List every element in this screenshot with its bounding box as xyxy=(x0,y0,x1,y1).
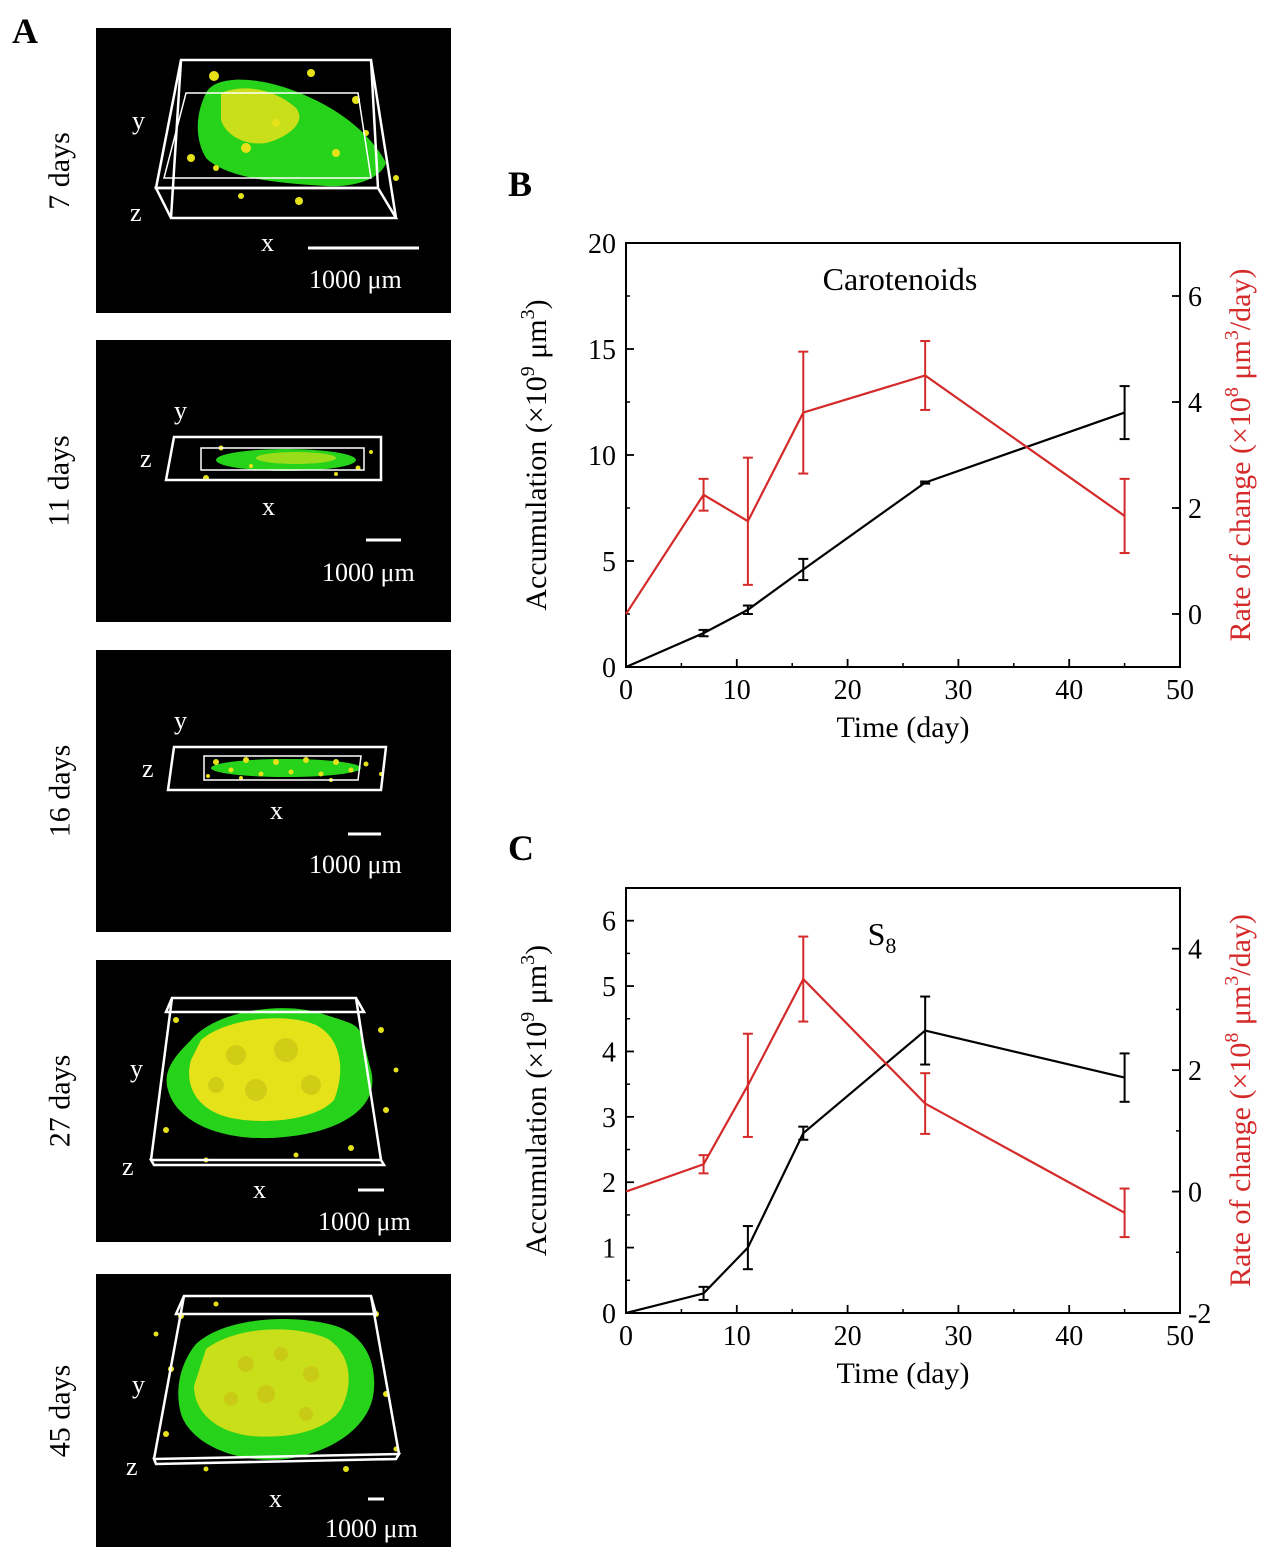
axis-x-label: x xyxy=(253,1175,266,1204)
y-left-tick-label: 3 xyxy=(602,1103,616,1134)
series-line xyxy=(625,411,1125,669)
y-right-tick-label: 0 xyxy=(1188,1178,1202,1209)
y-left-tick-label: 2 xyxy=(602,1168,616,1199)
y-right-axis-label: Rate of change (×108 μm3/day) xyxy=(1221,914,1257,1287)
axis-y-label: y xyxy=(132,1370,145,1399)
axis-x-label: x xyxy=(269,1484,282,1513)
x-tick-label: 30 xyxy=(944,675,972,706)
volume-render xyxy=(152,1294,402,1501)
axis-y-label: y xyxy=(174,706,187,735)
volume-render xyxy=(164,435,401,542)
axis-z-label: z xyxy=(142,754,154,783)
panel-label-c: C xyxy=(508,828,534,868)
image-panel-7-days: y z x 1000 μm xyxy=(96,28,451,313)
y-right-tick-label: 2 xyxy=(1188,494,1202,525)
axis-z-label: z xyxy=(126,1452,138,1481)
scalebar-label: 1000 μm xyxy=(309,850,402,879)
axis-y-label: y xyxy=(132,106,145,135)
x-tick-label: 30 xyxy=(944,1321,972,1352)
x-axis-label: Time (day) xyxy=(836,711,969,744)
axis-z-label: z xyxy=(130,198,142,227)
image-panel-11-days: y z x 1000 μm xyxy=(96,340,451,622)
x-tick-label: 40 xyxy=(1055,675,1083,706)
y-left-tick-label: 0 xyxy=(602,653,616,684)
x-tick-label: 20 xyxy=(834,1321,862,1352)
y-left-tick-label: 10 xyxy=(588,441,616,472)
x-tick-label: 50 xyxy=(1166,675,1194,706)
image-panel-16-days: y z x 1000 μm xyxy=(96,650,451,932)
y-left-tick-label: 0 xyxy=(602,1299,616,1330)
y-left-axis-label: Accumulation (×109 μm3) xyxy=(517,945,553,1256)
axis-x-label: x xyxy=(262,492,275,521)
panel-label-a: A xyxy=(12,11,38,51)
scalebar-label: 1000 μm xyxy=(309,265,402,294)
y-right-tick-label: 4 xyxy=(1188,935,1202,966)
scalebar-label: 1000 μm xyxy=(325,1514,418,1543)
axis-x-label: x xyxy=(261,228,274,257)
x-tick-label: 0 xyxy=(619,1321,633,1352)
x-tick-label: 40 xyxy=(1055,1321,1083,1352)
y-left-tick-label: 4 xyxy=(602,1037,616,1068)
y-right-tick-label: 2 xyxy=(1188,1056,1202,1087)
x-tick-label: 10 xyxy=(723,675,751,706)
axis-x-label: x xyxy=(270,796,283,825)
y-left-tick-label: 20 xyxy=(588,229,616,260)
x-axis-label: Time (day) xyxy=(836,1357,969,1390)
x-tick-label: 10 xyxy=(723,1321,751,1352)
panel-label-b: B xyxy=(508,164,533,204)
axis-z-label: z xyxy=(122,1152,134,1181)
scalebar-label: 1000 μm xyxy=(318,1207,411,1236)
volume-render xyxy=(153,58,419,250)
y-right-tick-label: 4 xyxy=(1188,388,1202,419)
chart-title: Carotenoids xyxy=(823,261,978,297)
chart-title: S8 xyxy=(868,916,897,958)
axis-y-label: y xyxy=(130,1054,143,1083)
scalebar-label: 1000 μm xyxy=(322,558,415,587)
y-left-axis-label: Accumulation (×109 μm3) xyxy=(517,299,553,610)
x-tick-label: 50 xyxy=(1166,1321,1194,1352)
y-right-tick-label: -2 xyxy=(1188,1299,1211,1330)
x-tick-label: 20 xyxy=(834,675,862,706)
volume-render xyxy=(166,745,388,836)
axis-y-label: y xyxy=(174,396,187,425)
image-panel-27-days: y z x 1000 μm xyxy=(96,960,451,1242)
volume-render xyxy=(148,996,399,1192)
image-panel-45-days: y z x 1000 μm xyxy=(96,1274,451,1547)
y-right-tick-label: 6 xyxy=(1188,282,1202,313)
series-line xyxy=(625,1029,1125,1315)
y-right-tick-label: 0 xyxy=(1188,600,1202,631)
y-right-axis-label: Rate of change (×108 μm3/day) xyxy=(1221,269,1257,642)
series-line xyxy=(625,374,1126,615)
axis-z-label: z xyxy=(140,444,152,473)
series-line xyxy=(625,977,1126,1214)
y-left-tick-label: 15 xyxy=(588,335,616,366)
y-left-tick-label: 5 xyxy=(602,547,616,578)
x-tick-label: 0 xyxy=(619,675,633,706)
y-left-tick-label: 1 xyxy=(602,1234,616,1265)
plot-frame xyxy=(625,887,1181,1314)
y-left-tick-label: 5 xyxy=(602,972,616,1003)
y-left-tick-label: 6 xyxy=(602,907,616,938)
